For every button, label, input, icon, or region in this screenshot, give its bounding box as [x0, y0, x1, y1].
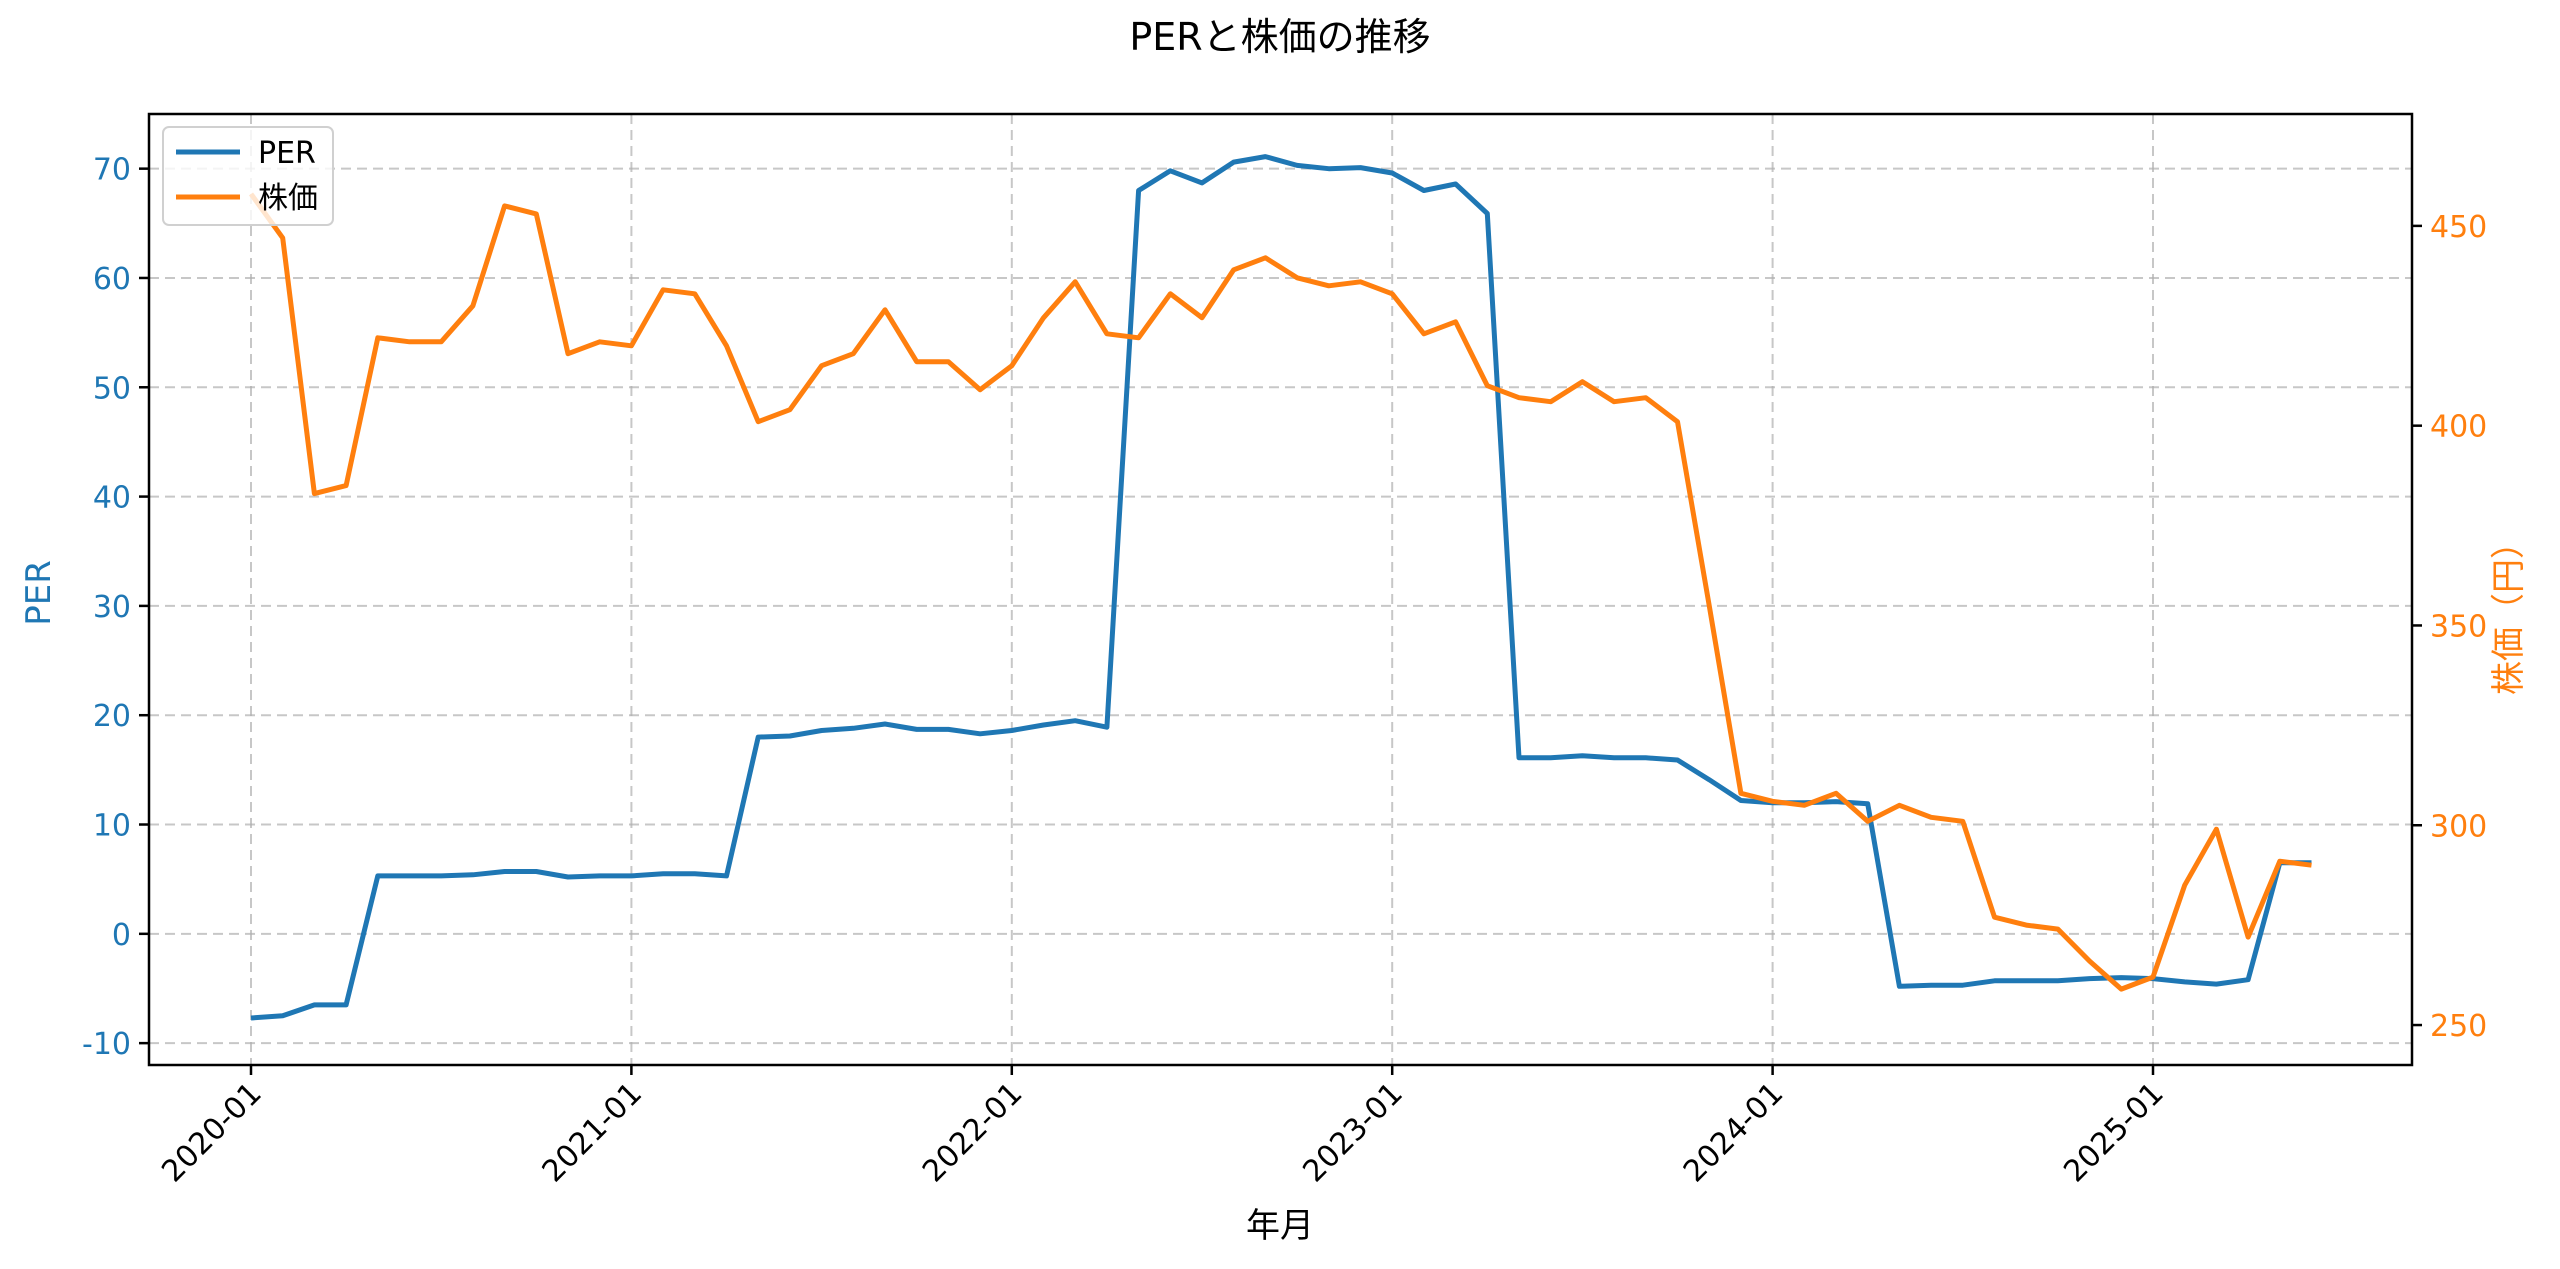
x-tick-label: 2024-01 [1677, 1076, 1790, 1189]
plot-area-frame [147, 112, 2414, 1067]
left-tick-label: 70 [93, 153, 131, 188]
legend-price-label: 株価 [258, 181, 318, 216]
right-y-axis: 250 300 350 400 450 [2412, 210, 2487, 1044]
left-tick-label: 0 [112, 918, 131, 953]
legend-per-label: PER [258, 136, 316, 171]
right-y-axis-label: 株価（円） [2489, 525, 2529, 695]
right-tick-label: 300 [2430, 809, 2487, 844]
left-tick-label: 50 [93, 371, 131, 406]
legend: PER 株価 [162, 126, 334, 226]
right-tick-label: 400 [2430, 410, 2487, 445]
x-axis-label: 年月 [1246, 1206, 1314, 1246]
left-tick-label: -10 [82, 1027, 131, 1062]
left-tick-label: 20 [93, 699, 131, 734]
data-series [248, 154, 2312, 1021]
x-tick-label: 2021-01 [536, 1076, 649, 1189]
right-tick-label: 250 [2430, 1009, 2487, 1044]
right-tick-label: 350 [2430, 609, 2487, 644]
grid-lines [149, 114, 2412, 1065]
left-tick-label: 60 [93, 262, 131, 297]
left-y-axis: -10 0 10 20 30 40 50 60 70 [82, 153, 149, 1062]
series-line-per [250, 154, 2312, 1021]
left-tick-label: 30 [93, 590, 131, 625]
right-tick-label: 450 [2430, 210, 2487, 245]
x-tick-label: 2023-01 [1296, 1076, 1409, 1189]
x-tick-label: 2020-01 [155, 1076, 268, 1189]
x-tick-label: 2025-01 [2057, 1076, 2170, 1189]
left-y-axis-label: PER [19, 560, 59, 626]
x-axis: 2020-01 2021-01 2022-01 2023-01 2024-01 2025-… [155, 1065, 2171, 1189]
left-tick-label: 40 [93, 481, 131, 516]
series-line-price [248, 192, 2312, 992]
x-tick-label: 2022-01 [916, 1076, 1029, 1189]
chart-title: PERと株価の推移 [1129, 15, 1430, 59]
left-tick-label: 10 [93, 809, 131, 844]
